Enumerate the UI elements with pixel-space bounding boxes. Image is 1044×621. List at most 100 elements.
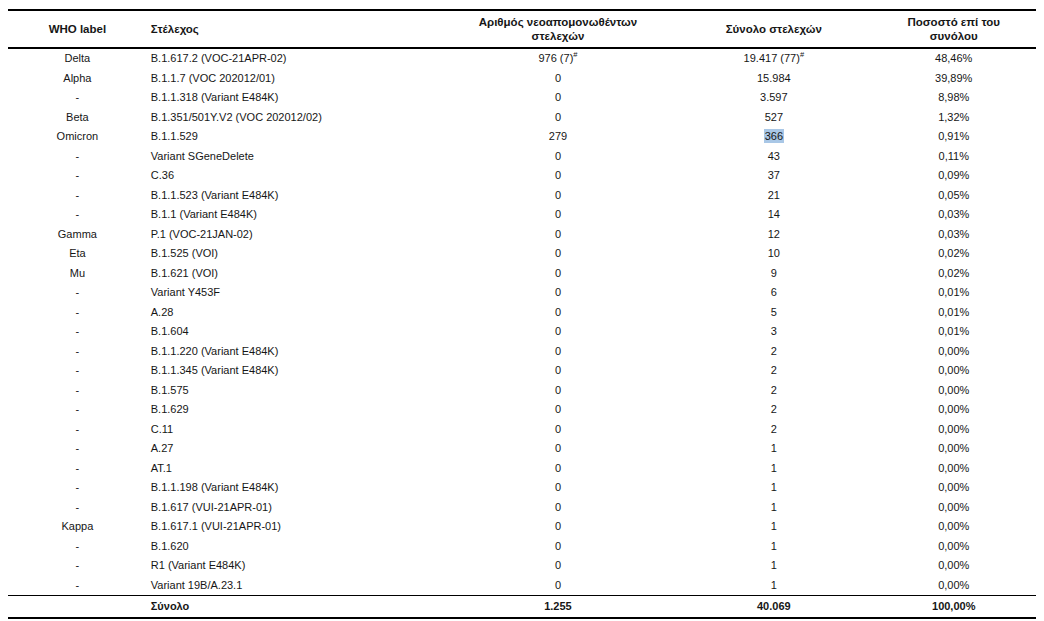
who-label-cell: -	[8, 322, 147, 342]
table-row: -B.1.617 (VUI-21APR-01)010,00%	[8, 498, 1036, 518]
percentage-cell: 0,09%	[871, 166, 1036, 186]
total-strains-cell: 14	[676, 205, 871, 225]
who-label-cell: -	[8, 556, 147, 576]
total-strains-cell: 6	[676, 283, 871, 303]
column-header-total-strains: Σύνολο στελεχών	[676, 10, 871, 48]
total-strains-cell: 1	[676, 517, 871, 537]
table-row: -B.1.1.345 (Variant E484K)020,00%	[8, 361, 1036, 381]
percentage-cell: 0,00%	[871, 342, 1036, 362]
who-label-cell: -	[8, 537, 147, 557]
percentage-cell: 0,00%	[871, 556, 1036, 576]
percentage-cell: 0,01%	[871, 303, 1036, 323]
total-strains-cell: 21	[676, 186, 871, 206]
new-isolates-cell: 0	[440, 69, 676, 89]
percentage-cell: 0,00%	[871, 361, 1036, 381]
strain-cell: B.1.525 (VOI)	[147, 244, 440, 264]
who-label-cell: -	[8, 205, 147, 225]
total-strains-cell: 12	[676, 225, 871, 245]
strain-cell: Variant SGeneDelete	[147, 147, 440, 167]
who-label-cell: -	[8, 186, 147, 206]
new-isolates-cell: 0	[440, 322, 676, 342]
total-strains-cell: 2	[676, 361, 871, 381]
table-row: -A.27010,00%	[8, 439, 1036, 459]
strain-cell: B.1.1.198 (Variant E484K)	[147, 478, 440, 498]
strain-cell: Variant Y453F	[147, 283, 440, 303]
new-isolates-cell: 0	[440, 517, 676, 537]
new-isolates-cell: 0	[440, 576, 676, 596]
table-row: -Variant 19B/A.23.1010,00%	[8, 576, 1036, 596]
percentage-cell: 0,01%	[871, 283, 1036, 303]
percentage-cell: 39,89%	[871, 69, 1036, 89]
strain-cell: AT.1	[147, 459, 440, 479]
new-isolates-cell: 0	[440, 342, 676, 362]
who-label-cell: -	[8, 459, 147, 479]
table-row: -B.1.604030,01%	[8, 322, 1036, 342]
who-label-cell: -	[8, 303, 147, 323]
who-label-cell: Omicron	[8, 127, 147, 147]
new-isolates-cell: 0	[440, 186, 676, 206]
footnote-marker: #	[573, 50, 577, 59]
total-strains-cell: 1	[676, 439, 871, 459]
variants-table: WHO label Στέλεχος Αριθμός νεοαπομονωθέν…	[8, 9, 1036, 619]
header-row: WHO label Στέλεχος Αριθμός νεοαπομονωθέν…	[8, 10, 1036, 48]
percentage-cell: 0,00%	[871, 439, 1036, 459]
table-footer: Σύνολο 1.255 40.069 100,00%	[8, 596, 1036, 619]
total-row-total-strains: 40.069	[676, 596, 871, 619]
new-isolates-cell: 0	[440, 459, 676, 479]
who-label-cell: Eta	[8, 244, 147, 264]
total-strains-cell: 3	[676, 322, 871, 342]
percentage-cell: 0,00%	[871, 537, 1036, 557]
selection-highlight: 366	[764, 129, 784, 143]
total-strains-cell: 5	[676, 303, 871, 323]
new-isolates-cell: 0	[440, 108, 676, 128]
table-row: -B.1.1.523 (Variant E484K)0210,05%	[8, 186, 1036, 206]
strain-cell: B.1.1.523 (Variant E484K)	[147, 186, 440, 206]
total-strains-cell: 1	[676, 498, 871, 518]
strain-cell: C.36	[147, 166, 440, 186]
strain-cell: B.1.620	[147, 537, 440, 557]
strain-cell: B.1.617.2 (VOC-21APR-02)	[147, 48, 440, 69]
strain-cell: B.1.617.1 (VUI-21APR-01)	[147, 517, 440, 537]
who-label-cell: -	[8, 147, 147, 167]
strain-cell: A.28	[147, 303, 440, 323]
new-isolates-cell: 0	[440, 556, 676, 576]
strain-cell: B.1.629	[147, 400, 440, 420]
total-row-who-cell	[8, 596, 147, 619]
strain-cell: A.27	[147, 439, 440, 459]
who-label-cell: -	[8, 576, 147, 596]
table-row: -B.1.620010,00%	[8, 537, 1036, 557]
who-label-cell: -	[8, 283, 147, 303]
percentage-cell: 0,00%	[871, 498, 1036, 518]
strain-cell: B.1.604	[147, 322, 440, 342]
table-row: -B.1.1.220 (Variant E484K)020,00%	[8, 342, 1036, 362]
total-strains-cell: 1	[676, 459, 871, 479]
percentage-cell: 0,00%	[871, 381, 1036, 401]
percentage-cell: 0,03%	[871, 225, 1036, 245]
percentage-cell: 48,46%	[871, 48, 1036, 69]
percentage-cell: 0,00%	[871, 420, 1036, 440]
new-isolates-cell: 0	[440, 244, 676, 264]
total-row-label: Σύνολο	[147, 596, 440, 619]
table-row: -B.1.1.198 (Variant E484K)010,00%	[8, 478, 1036, 498]
new-isolates-cell: 279	[440, 127, 676, 147]
table-row: -A.28050,01%	[8, 303, 1036, 323]
column-header-percentage-label: Ποσοστό επί του συνόλου	[895, 15, 1013, 43]
total-strains-cell: 1	[676, 537, 871, 557]
new-isolates-cell: 0	[440, 303, 676, 323]
percentage-cell: 0,00%	[871, 400, 1036, 420]
table-row: -B.1.1 (Variant E484K)0140,03%	[8, 205, 1036, 225]
percentage-cell: 0,00%	[871, 478, 1036, 498]
column-header-new-isolates: Αριθμός νεοαπομονωθέντων στελεχών	[440, 10, 676, 48]
percentage-cell: 0,00%	[871, 517, 1036, 537]
total-strains-cell: 2	[676, 420, 871, 440]
total-strains-cell: 366	[676, 127, 871, 147]
new-isolates-cell: 0	[440, 439, 676, 459]
who-label-cell: Delta	[8, 48, 147, 69]
percentage-cell: 0,11%	[871, 147, 1036, 167]
who-label-cell: Mu	[8, 264, 147, 284]
strain-cell: B.1.1.345 (Variant E484K)	[147, 361, 440, 381]
who-label-cell: Gamma	[8, 225, 147, 245]
total-strains-cell: 1	[676, 556, 871, 576]
new-isolates-cell: 0	[440, 478, 676, 498]
total-strains-cell: 2	[676, 342, 871, 362]
